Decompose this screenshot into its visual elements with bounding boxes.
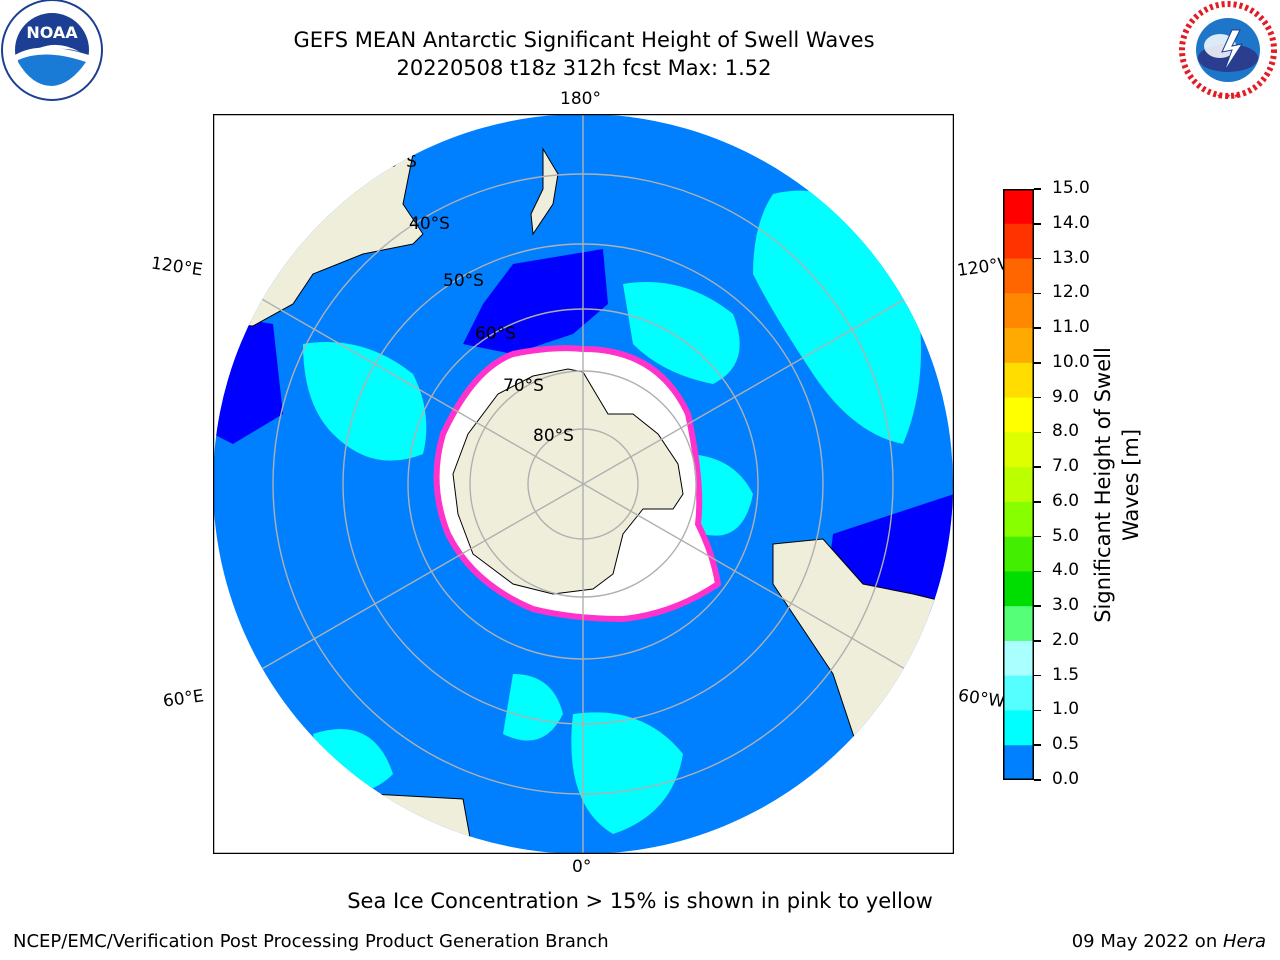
- colorbar-segment: [1003, 606, 1034, 642]
- colorbar-tick-mark: [1034, 674, 1041, 677]
- colorbar-tick-label: 1.0: [1052, 699, 1080, 720]
- colorbar-segment: [1003, 571, 1034, 607]
- colorbar-tick-mark: [1034, 188, 1041, 190]
- colorbar-tick-mark: [1034, 466, 1041, 468]
- colorbar-label: Significant Height of Swell Waves [m]: [1091, 347, 1143, 623]
- colorbar-tick-mark: [1034, 257, 1041, 260]
- colorbar-tick-label: 3.0: [1052, 595, 1080, 616]
- colorbar-segment: [1003, 501, 1034, 538]
- colorbar-tick-label: 9.0: [1052, 386, 1080, 407]
- chart-subtitle: 20220508 t18z 312h fcst Max: 1.52: [396, 56, 772, 80]
- noaa-logo: NOAA: [0, 0, 104, 104]
- colorbar: [1003, 189, 1034, 781]
- colorbar-tick-mark: [1034, 396, 1041, 399]
- colorbar-tick-label: 10.0: [1052, 351, 1090, 372]
- colorbar-segment: [1003, 397, 1034, 433]
- colorbar-tick-label: 5.0: [1052, 525, 1080, 546]
- polar-map: 30°S 40°S 50°S 60°S 70°S 80°S: [212, 113, 955, 855]
- noaa-logo-text: NOAA: [26, 23, 78, 42]
- colorbar-tick-mark: [1034, 223, 1041, 225]
- colorbar-tick-mark: [1034, 709, 1041, 712]
- colorbar-tick-label: 0.0: [1052, 769, 1080, 789]
- graticule: [213, 114, 953, 854]
- colorbar-segment: [1003, 293, 1034, 329]
- colorbar-tick-mark: [1034, 362, 1041, 364]
- colorbar-tick-mark: [1034, 501, 1041, 503]
- sea-ice-note: Sea Ice Concentration > 15% is shown in …: [347, 889, 933, 913]
- lat-label-70s: 70°S: [503, 376, 544, 396]
- colorbar-segment: [1003, 675, 1034, 711]
- colorbar-tick-label: 6.0: [1052, 490, 1080, 511]
- lat-label-60s: 60°S: [475, 324, 516, 344]
- lat-label-50s: 50°S: [443, 271, 484, 291]
- footer-host: Hera: [1222, 931, 1266, 952]
- colorbar-tick-label: 14.0: [1052, 212, 1090, 233]
- colorbar-tick-mark: [1034, 327, 1041, 329]
- colorbar-segment: [1003, 223, 1034, 260]
- colorbar-segment: [1003, 467, 1034, 503]
- chart-title: GEFS MEAN Antarctic Significant Height o…: [293, 28, 875, 52]
- colorbar-tick-label: 7.0: [1052, 456, 1080, 477]
- colorbar-segment: [1003, 362, 1034, 399]
- colorbar-segment: [1003, 189, 1034, 225]
- colorbar-segment: [1003, 640, 1034, 677]
- colorbar-tick-label: 2.0: [1052, 629, 1080, 650]
- lon-label-0: 0°: [572, 857, 592, 877]
- antarctica-land: [452, 368, 684, 595]
- colorbar-segment: [1003, 710, 1034, 746]
- lon-label-60w: 60°W: [956, 685, 1007, 713]
- footer-credit: NCEP/EMC/Verification Post Processing Pr…: [13, 931, 609, 952]
- colorbar-tick-mark: [1034, 535, 1041, 538]
- lon-label-120e: 120°E: [149, 253, 204, 281]
- colorbar-segment: [1003, 536, 1034, 572]
- svg-text:★ ★ ★: ★ ★ ★: [1216, 92, 1239, 100]
- colorbar-tick-label: 12.0: [1052, 282, 1090, 303]
- colorbar-tick-label: 0.5: [1052, 734, 1080, 755]
- colorbar-tick-label: 8.0: [1052, 421, 1080, 442]
- colorbar-tick-mark: [1034, 605, 1041, 607]
- lon-label-180: 180°: [560, 89, 601, 109]
- lat-label-80s: 80°S: [533, 426, 574, 446]
- colorbar-tick-label: 13.0: [1052, 247, 1090, 268]
- colorbar-tick-label: 1.5: [1052, 664, 1080, 685]
- footer-date: 09 May 2022 on Hera: [1071, 931, 1266, 952]
- lat-label-40s: 40°S: [409, 214, 450, 234]
- colorbar-tick-label: 11.0: [1052, 317, 1090, 338]
- colorbar-segment: [1003, 432, 1034, 468]
- swell-patch: [303, 342, 427, 461]
- low-swell-area: [463, 249, 608, 354]
- colorbar-tick-mark: [1034, 744, 1041, 746]
- lon-label-60e: 60°E: [161, 686, 206, 712]
- colorbar-segment: [1003, 328, 1034, 364]
- nws-logo: ★ ★ ★: [1176, 0, 1280, 104]
- colorbar-tick-label: 4.0: [1052, 560, 1080, 581]
- colorbar-tick-mark: [1034, 431, 1041, 434]
- colorbar-frame: [1003, 189, 1034, 780]
- colorbar-tick-mark: [1034, 292, 1041, 295]
- colorbar-segment: [1003, 258, 1034, 294]
- colorbar-tick-mark: [1034, 640, 1041, 642]
- colorbar-tick-label: 15.0: [1052, 178, 1090, 198]
- colorbar-segment: [1003, 745, 1034, 781]
- colorbar-tick-mark: [1034, 570, 1041, 573]
- colorbar-tick-mark: [1034, 779, 1041, 781]
